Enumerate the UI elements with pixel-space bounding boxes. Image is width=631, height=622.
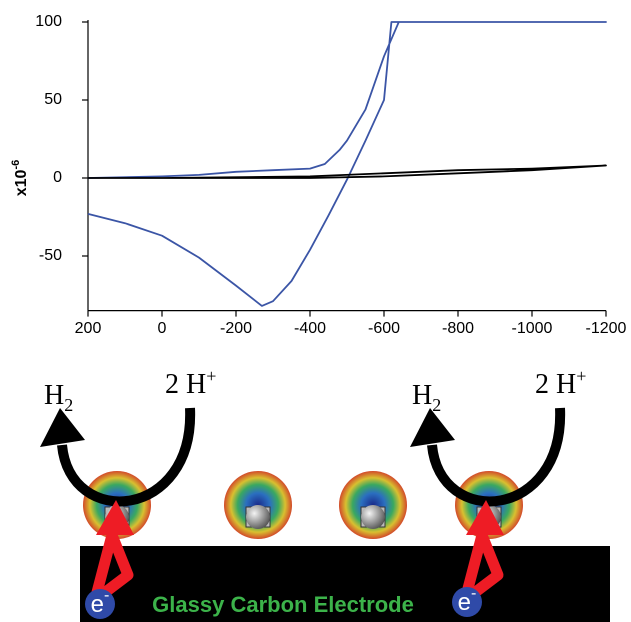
product: H bbox=[412, 380, 432, 411]
electron-label: e- bbox=[458, 585, 477, 616]
y-tick-label: -50 bbox=[39, 247, 62, 264]
reactant-sup: + bbox=[576, 366, 586, 386]
y-label-exponent: -6 bbox=[10, 160, 22, 170]
product: H bbox=[44, 380, 64, 411]
electrode bbox=[80, 546, 610, 622]
electrode-label: Glassy Carbon Electrode bbox=[152, 592, 414, 617]
electron-label: e- bbox=[91, 587, 110, 618]
reaction-arrow bbox=[57, 407, 196, 507]
electron bbox=[85, 589, 115, 619]
electron-charge: - bbox=[471, 585, 476, 602]
y-tick-label: 0 bbox=[53, 169, 62, 186]
arrow-head bbox=[466, 500, 504, 535]
x-tick-label: -400 bbox=[294, 320, 326, 337]
x-tick-label: -200 bbox=[220, 320, 252, 337]
series-line bbox=[87, 21, 607, 307]
series-line bbox=[88, 164, 607, 179]
reactant-label: 2 H+ bbox=[535, 366, 586, 400]
electron-symbol: e bbox=[91, 591, 104, 618]
proteins bbox=[83, 471, 523, 539]
x-tick-label: -800 bbox=[442, 320, 474, 337]
reactant: 2 H bbox=[535, 369, 576, 400]
x-tick-label: 0 bbox=[158, 320, 167, 337]
reactant-sup: + bbox=[206, 366, 216, 386]
product-label: H2 bbox=[412, 380, 441, 415]
x-tick-label: -1000 bbox=[512, 320, 553, 337]
reactant-label: 2 H+ bbox=[165, 366, 216, 400]
arrow-head bbox=[40, 408, 85, 447]
y-axis-label: x10-6 bbox=[10, 160, 30, 196]
y-tick-label: 100 bbox=[35, 13, 62, 30]
electron-arrow bbox=[89, 529, 134, 606]
arrow-head bbox=[96, 500, 134, 535]
active-site bbox=[246, 505, 270, 529]
electron-arrow bbox=[459, 529, 504, 606]
reactant: 2 H bbox=[165, 369, 206, 400]
x-tick-label: -1200 bbox=[586, 320, 627, 337]
product-label: H2 bbox=[44, 380, 73, 415]
reaction-arrow bbox=[427, 407, 566, 507]
y-label-base: x10 bbox=[13, 169, 30, 196]
product-sub: 2 bbox=[64, 395, 73, 415]
electron bbox=[452, 587, 482, 617]
x-tick-label: -600 bbox=[368, 320, 400, 337]
y-tick-label: 50 bbox=[44, 91, 62, 108]
diagram: e- e- Glassy Carbon Electrode H2 2 H+ H2… bbox=[40, 366, 610, 622]
electron-symbol: e bbox=[458, 589, 471, 616]
x-tick-label: 200 bbox=[75, 320, 102, 337]
chart: -50 0 50 100 200 0 -200 -400 -600 -800 -1000 -1200 bbox=[35, 13, 626, 337]
electron-charge: - bbox=[104, 587, 109, 604]
active-site bbox=[361, 505, 385, 529]
arrow-head bbox=[410, 408, 455, 447]
product-sub: 2 bbox=[432, 395, 441, 415]
